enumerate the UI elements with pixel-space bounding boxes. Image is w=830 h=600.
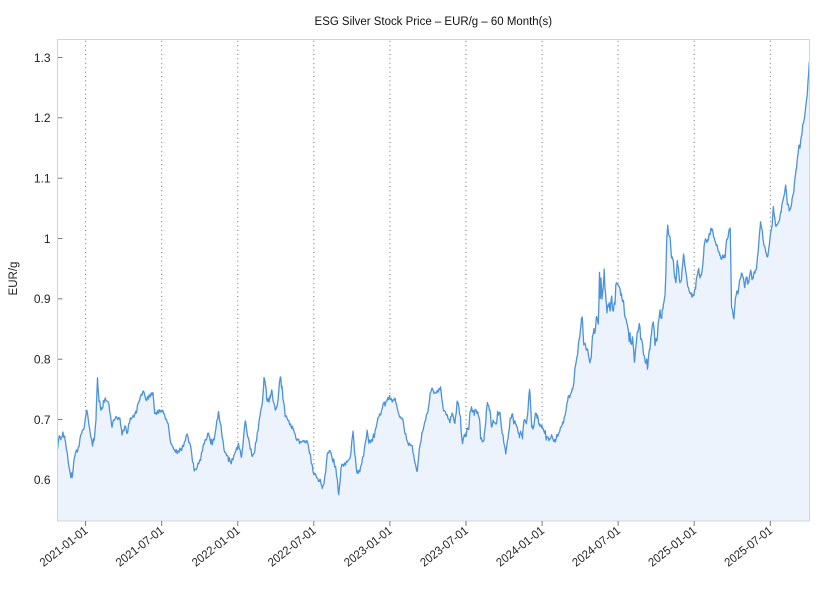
svg-text:1.1: 1.1: [34, 172, 51, 186]
svg-text:1.3: 1.3: [34, 51, 51, 65]
svg-text:EUR/g: EUR/g: [8, 262, 20, 296]
svg-text:0.7: 0.7: [34, 413, 51, 427]
svg-text:1.2: 1.2: [34, 111, 51, 125]
svg-text:ESG Silver Stock Price – EUR/g: ESG Silver Stock Price – EUR/g – 60 Mont…: [315, 14, 553, 28]
svg-text:1: 1: [44, 232, 51, 246]
svg-text:0.6: 0.6: [34, 473, 51, 487]
svg-text:0.9: 0.9: [34, 292, 51, 306]
svg-text:0.8: 0.8: [34, 353, 51, 367]
